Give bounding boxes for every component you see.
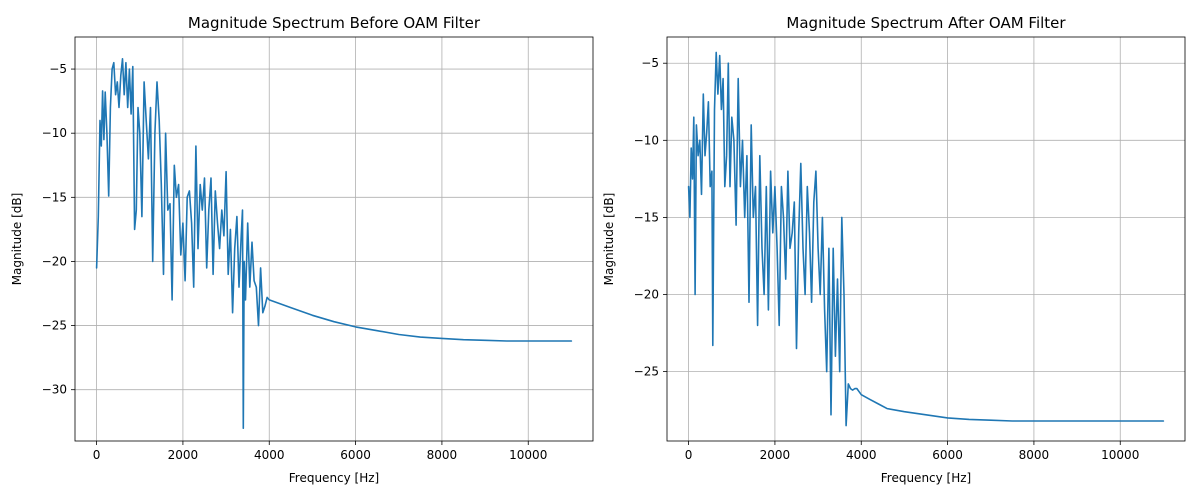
x-tick-label-before: 0 — [93, 448, 101, 462]
y-tick-label-after: −25 — [634, 365, 659, 379]
x-tick-label-after: 4000 — [846, 448, 877, 462]
plot-area-before — [75, 37, 593, 441]
y-axis-label-before: Magnitude [dB] — [10, 193, 24, 286]
y-tick-label-before: −25 — [42, 319, 67, 333]
x-tick-label-after: 6000 — [932, 448, 963, 462]
chart-panel-before: 0 2000 4000 6000 8000 10000−30−25−20−15−10−5 … — [10, 14, 594, 485]
axes-frame-before — [74, 36, 594, 442]
ticks-after: 0 2000 4000 6000 8000 10000 −25 −20 −15 −10 −5 — [634, 56, 1140, 462]
x-axis-label-after: Frequency [Hz] — [881, 471, 972, 485]
x-tick-label-after: 8000 — [1019, 448, 1050, 462]
x-tick-label-after: 2000 — [760, 448, 791, 462]
spectrum-line-before — [95, 58, 573, 429]
y-tick-label-after: −5 — [641, 56, 659, 70]
x-tick-label-before: 8000 — [427, 448, 458, 462]
x-tick-label-before: 6000 — [340, 448, 371, 462]
gridlines-before — [75, 37, 593, 441]
y-tick-label-before: −30 — [42, 383, 67, 397]
y-tick-label-after: −10 — [634, 133, 659, 147]
ticks-before: 0 2000 4000 6000 8000 10000 −30 −25 −20 −15 −10 −5 — [42, 62, 548, 462]
y-tick-label-after: −15 — [634, 210, 659, 224]
y-tick-label-after: −20 — [634, 288, 659, 302]
chart-panel-after: 0 2000 4000 6000 8000 10000 −25 −20 −15 −10 −5 Mag… — [602, 14, 1186, 485]
y-axis-label-after: Magnitude [dB] — [602, 193, 616, 286]
plot-area-after — [667, 37, 1185, 441]
x-tick-label-before: 10000 — [509, 448, 547, 462]
gridlines-after — [667, 37, 1185, 441]
x-tick-label-after: 10000 — [1101, 448, 1139, 462]
x-tick-label-after: 0 — [685, 448, 693, 462]
y-tick-label-before: −5 — [49, 62, 67, 76]
y-tick-label-before: −15 — [42, 190, 67, 204]
chart-title-before: Magnitude Spectrum Before OAM Filter — [188, 14, 481, 32]
chart-title-after: Magnitude Spectrum After OAM Filter — [786, 14, 1066, 32]
y-tick-label-before: −20 — [42, 254, 67, 268]
y-tick-label-before: −10 — [42, 126, 67, 140]
axes-frame-after — [666, 36, 1186, 442]
x-axis-label-before: Frequency [Hz] — [289, 471, 380, 485]
x-tick-label-before: 4000 — [254, 448, 285, 462]
x-tick-label-before: 2000 — [168, 448, 199, 462]
spectrum-line-after — [687, 51, 1165, 427]
